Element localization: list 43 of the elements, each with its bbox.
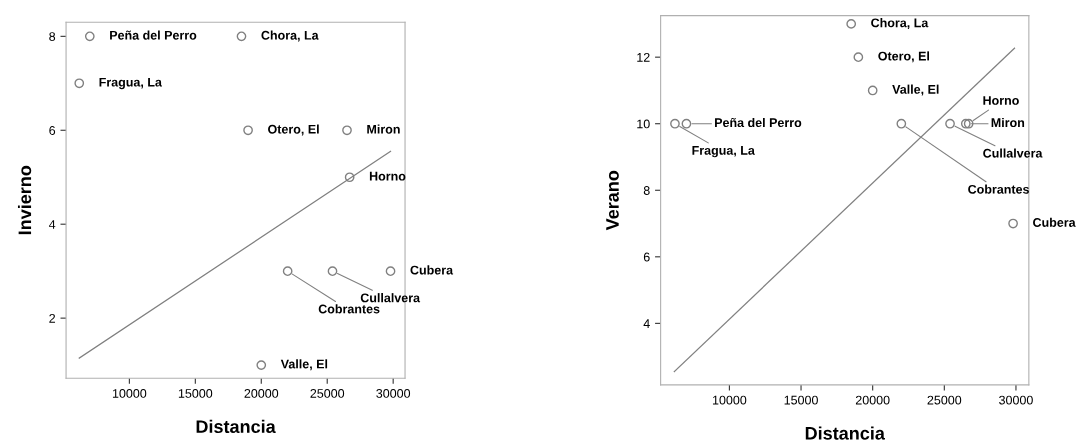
y-tick-label: 2 (49, 313, 56, 323)
annotation: Cullalvera (983, 148, 1043, 158)
annotation: Valle, El (892, 84, 939, 96)
x-tick-label: 15000 (784, 395, 818, 405)
annotation: Miron (367, 124, 400, 134)
annotation: Cubera (1033, 217, 1076, 227)
annotation: Chora, La (261, 30, 319, 42)
x-tick-label: 30000 (376, 389, 411, 398)
annotation: Horno (369, 171, 406, 181)
x-tick-label: 15000 (178, 389, 213, 398)
annotation: Cubera (410, 265, 454, 275)
y-tick-label: 12 (637, 52, 650, 62)
y-tick-label: 6 (643, 252, 650, 262)
annotation: Peña del Perro (715, 117, 802, 128)
y-tick-label: 6 (49, 126, 56, 135)
x-axis-title: Distancia (805, 426, 885, 440)
annotation: Cullalvera (360, 293, 421, 303)
y-axis-title: Verano (606, 170, 619, 231)
x-tick-label: 25000 (310, 389, 345, 398)
y-tick-label: 4 (48, 220, 56, 229)
annotation: Horno (983, 96, 1019, 105)
annotation: Chora, La (871, 18, 929, 30)
annotation: Miron (991, 117, 1025, 128)
annotation: Peña del Perro (110, 30, 197, 40)
x-tick-label: 30000 (999, 395, 1033, 405)
y-tick-label: 10 (637, 119, 650, 129)
x-tick-label: 20000 (855, 395, 890, 405)
annotation: Otero, El (878, 51, 929, 63)
y-tick-label: 4 (643, 319, 650, 328)
annotation: Valle, El (280, 359, 328, 371)
y-tick-label: 8 (49, 32, 56, 41)
annotation: Cobrantes (318, 304, 380, 314)
x-tick-label: 10000 (112, 389, 147, 398)
x-axis-title: Distancia (196, 419, 276, 434)
x-tick-label: 20000 (244, 389, 279, 398)
annotation: Fragua, La (692, 146, 755, 158)
annotation: Cobrantes (968, 184, 1029, 194)
y-axis-title: Invierno (17, 165, 32, 235)
y-tick-label: 8 (643, 186, 650, 195)
annotation: Fragua, La (99, 77, 162, 90)
x-tick-label: 25000 (927, 395, 962, 405)
x-tick-label: 10000 (712, 395, 747, 405)
annotation: Otero, El (268, 124, 319, 136)
